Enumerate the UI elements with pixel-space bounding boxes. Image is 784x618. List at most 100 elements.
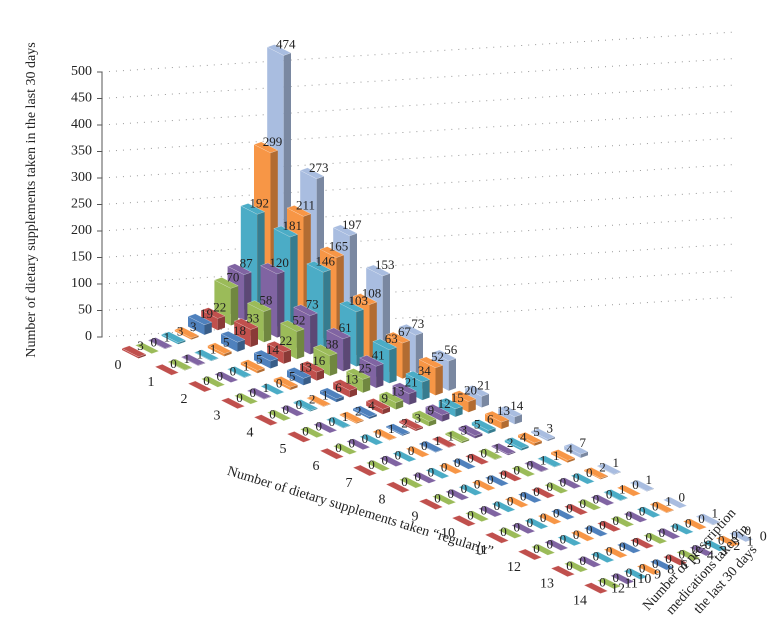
bar-side	[191, 335, 199, 340]
bar	[233, 392, 259, 405]
bar	[649, 501, 675, 513]
value-label: 0	[230, 364, 237, 379]
value-label: 0	[599, 517, 606, 532]
value-label: 0	[593, 491, 600, 506]
bar-top	[213, 277, 239, 289]
bar-top	[286, 367, 312, 379]
bar-top	[669, 523, 695, 535]
value-label: 0	[652, 556, 659, 571]
bar-front	[207, 345, 225, 357]
bar-top	[345, 368, 371, 380]
value-label: 2	[507, 435, 514, 450]
bar	[484, 531, 510, 544]
bar-top	[589, 494, 616, 506]
bar	[603, 489, 629, 501]
bar-side	[402, 340, 410, 379]
bar-top	[543, 482, 569, 494]
bar-top	[286, 205, 312, 217]
bar	[253, 349, 279, 369]
bar	[570, 472, 596, 485]
y-axis-title: Number of dietary supplements taken in t…	[24, 42, 39, 357]
bar-top	[523, 517, 550, 530]
bar	[715, 535, 741, 547]
bar-top	[504, 496, 530, 508]
bar	[187, 313, 213, 335]
value-label: 1	[183, 351, 190, 366]
bar-side	[468, 399, 476, 413]
value-label: 0	[395, 448, 402, 463]
bar-side	[475, 433, 483, 439]
value-label: 0	[368, 457, 375, 472]
bar	[299, 360, 325, 381]
value-label: 0	[652, 499, 659, 514]
bar-top	[325, 416, 352, 429]
bar-side	[415, 426, 423, 431]
value-label: 0	[718, 532, 725, 547]
value-label: 0	[612, 570, 619, 585]
value-label: 1	[342, 409, 349, 424]
bar-top	[517, 491, 543, 504]
x-tick-label: 7	[346, 476, 353, 491]
value-label: 0	[513, 519, 520, 534]
bar-top	[418, 498, 444, 510]
value-label: 0	[553, 505, 560, 520]
value-label: 3	[190, 319, 197, 334]
bar	[213, 371, 239, 383]
bar-side	[138, 354, 146, 359]
bar-top	[325, 327, 352, 340]
value-label: 0	[507, 493, 514, 508]
bar-side	[600, 475, 608, 480]
bar-top	[609, 572, 635, 585]
bar	[695, 513, 721, 526]
bar	[365, 398, 391, 415]
bar-top	[477, 505, 503, 518]
bar-top	[622, 568, 649, 580]
bar-front	[174, 329, 192, 340]
value-label: 33	[246, 310, 259, 325]
y-tick-label: 100	[71, 276, 92, 291]
bar	[299, 426, 325, 438]
bar-side	[501, 419, 509, 429]
z-tick-label: 5	[694, 553, 701, 568]
bar-side	[534, 440, 542, 446]
bar-top	[471, 419, 497, 431]
value-label: 1	[447, 428, 454, 443]
bar-top	[253, 349, 279, 362]
bar-top	[398, 418, 424, 430]
bar-top	[629, 479, 655, 492]
bar	[345, 368, 371, 393]
bar-top	[556, 477, 583, 490]
value-label: 2	[355, 404, 362, 419]
bar-top	[312, 344, 338, 357]
bar-top	[391, 450, 418, 463]
bar-top	[675, 549, 701, 561]
y-tick-label: 350	[71, 144, 92, 159]
value-label: 0	[421, 438, 428, 453]
bar	[576, 499, 602, 511]
bar-top	[464, 510, 490, 522]
value-label: 0	[698, 511, 705, 526]
x-tick-label: 13	[540, 577, 554, 592]
bar	[325, 416, 352, 429]
bar-top	[424, 467, 451, 479]
value-label: 0	[236, 390, 243, 405]
bar-front	[240, 362, 258, 374]
bar-top	[246, 300, 272, 312]
bar-front	[485, 413, 502, 429]
value-label: 1	[494, 440, 501, 455]
bar-top	[405, 370, 431, 383]
bar	[537, 455, 563, 468]
z-tick-label: 2	[733, 539, 740, 554]
x-tick-label: 0	[115, 358, 122, 373]
bar-top	[167, 358, 193, 371]
bar-side	[263, 309, 272, 343]
bar-top	[365, 264, 391, 277]
value-label: 165	[329, 239, 349, 254]
value-label: 1	[540, 452, 547, 467]
bar	[233, 318, 259, 347]
value-label: 20	[464, 383, 477, 398]
bar-top	[405, 445, 431, 458]
bar	[629, 479, 655, 492]
value-label: 0	[573, 470, 580, 485]
bar	[596, 520, 622, 533]
